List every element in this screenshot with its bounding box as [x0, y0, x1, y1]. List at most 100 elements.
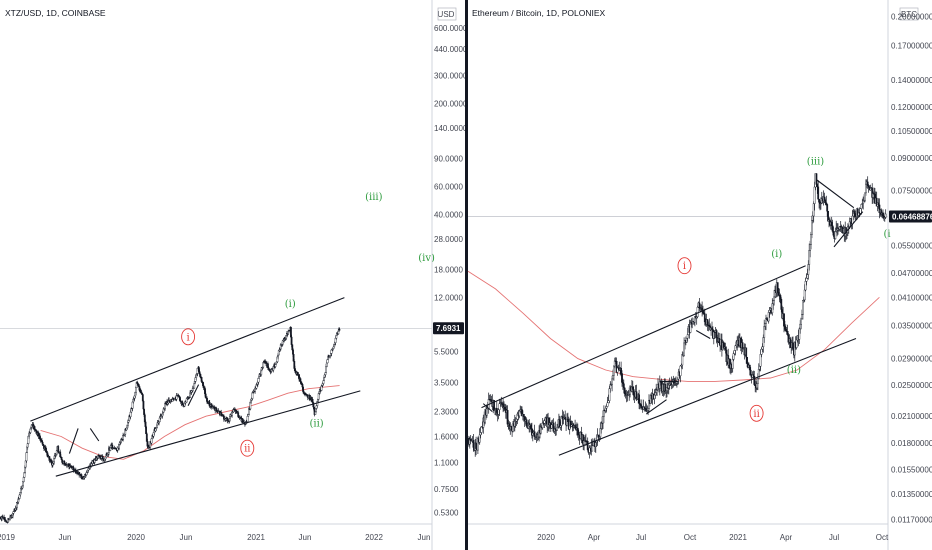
candle-body [831, 225, 834, 232]
candle-body [309, 395, 311, 400]
right-price-tick: 0.01800000 [891, 439, 932, 448]
right-trendline[interactable] [695, 330, 711, 339]
candle-body [753, 376, 756, 385]
candle-body [325, 366, 327, 373]
candle-body [760, 349, 763, 355]
left-chart-panel[interactable]: XTZ/USD, 1D, COINBASE iii(i)(ii)(iii)(iv… [0, 0, 468, 550]
candle-body [667, 384, 670, 389]
candle-body [591, 444, 594, 452]
candle-body [679, 365, 682, 377]
candle-body [204, 393, 207, 398]
candle-body [543, 420, 546, 424]
candle-body [834, 231, 837, 240]
left-price-tick: 90.0000 [434, 155, 463, 164]
left-price-tick: 1.1000 [434, 458, 459, 467]
left-trendline[interactable] [89, 428, 100, 442]
left-wave-label: (iii) [365, 192, 382, 203]
candle-body [638, 394, 641, 404]
left-price-tick: 300.0000 [434, 72, 468, 81]
left-price-tick: 18.0000 [434, 266, 463, 275]
left-currency-box[interactable] [437, 7, 457, 21]
candle-body [653, 394, 656, 400]
candle-body [605, 406, 608, 409]
right-time-tick: Apr [588, 533, 601, 542]
right-current-price-label: 0.06468876 [892, 213, 932, 222]
right-price-tick: 0.14000000 [891, 76, 932, 85]
left-time-tick: 2022 [365, 533, 383, 542]
candle-body [620, 368, 623, 374]
candle-body [792, 342, 794, 349]
candle-body [586, 441, 589, 450]
candle-body [853, 211, 856, 214]
right-trendline[interactable] [481, 265, 806, 409]
left-price-tick: 140.0000 [434, 124, 468, 133]
left-currency-label: USD [438, 10, 455, 19]
candle-body [497, 409, 500, 415]
candle-body [608, 388, 611, 402]
candle-body [789, 338, 792, 344]
right-trendline[interactable] [645, 399, 667, 415]
right-wave-label-circle [677, 257, 692, 275]
candle-body [150, 438, 153, 444]
right-price-tick: 0.01350000 [891, 490, 932, 499]
right-plot-area[interactable]: iii(i)(ii)(iii)(i [467, 157, 891, 459]
candle-body [731, 359, 734, 369]
left-trendline[interactable] [187, 384, 200, 407]
left-price-tick: 28.0000 [434, 235, 463, 244]
left-trendline[interactable] [55, 390, 361, 477]
candle-body [275, 362, 277, 365]
candle-body [611, 378, 614, 385]
left-price-tick: 200.0000 [434, 100, 468, 109]
candle-body [654, 392, 657, 396]
right-time-tick: Jul [829, 533, 839, 542]
right-trendline[interactable] [482, 403, 493, 413]
candle-body [759, 354, 762, 367]
candle-body [595, 440, 598, 443]
left-trendline[interactable] [30, 297, 345, 422]
candle-body [795, 339, 798, 348]
panel-divider[interactable] [465, 0, 468, 550]
candle-body [479, 432, 482, 436]
left-time-ticks: 2019 Jun 2020 Jun 2021 Jun 2022 Jun [0, 533, 430, 542]
left-price-ticks: 600.0000 440.0000 300.0000 200.0000 140.0000… [433, 24, 468, 518]
right-price-tick: 0.02500000 [891, 381, 932, 390]
candle-body [803, 289, 806, 301]
candle-body [724, 346, 727, 351]
candle-body [567, 418, 569, 423]
candle-body [866, 181, 869, 186]
candle-body [622, 383, 625, 389]
candle-body [846, 232, 848, 234]
left-plot-area[interactable]: iii(i)(ii)(iii)(iv) [0, 192, 435, 525]
candle-body [826, 204, 829, 212]
candle-body [763, 326, 766, 338]
candle-body [545, 417, 548, 420]
candle-body [734, 345, 737, 351]
right-currency-box[interactable] [899, 7, 919, 21]
left-time-tick: Jun [299, 533, 312, 542]
candle-body [475, 442, 477, 449]
right-currency-label: BTC [901, 10, 917, 19]
candle-body [142, 400, 145, 410]
left-trendline[interactable] [68, 428, 79, 454]
candle-body [758, 366, 761, 370]
candle-body [25, 452, 28, 462]
candle-body [504, 407, 506, 410]
right-price-tick: 0.20000000 [891, 13, 932, 22]
candle-body [805, 278, 808, 282]
left-wave-label-circle [240, 439, 255, 457]
right-price-tick: 0.07500000 [891, 186, 932, 195]
right-chart-panel[interactable]: Ethereum / Bitcoin, 1D, POLONIEX iii(i)(… [467, 0, 932, 550]
candle-body [711, 327, 713, 330]
right-wave-label: (i [884, 229, 891, 240]
right-price-tick: 0.03500000 [891, 321, 932, 330]
candle-body [525, 419, 528, 426]
right-trendline[interactable] [816, 179, 855, 209]
candle-body [274, 364, 277, 367]
right-trendline[interactable] [833, 211, 864, 248]
candle-body [588, 447, 591, 453]
right-trendline[interactable] [558, 337, 857, 456]
candle-body [761, 346, 764, 350]
candle-body [832, 231, 835, 236]
candle-body [127, 420, 130, 423]
candle-body [801, 314, 803, 320]
